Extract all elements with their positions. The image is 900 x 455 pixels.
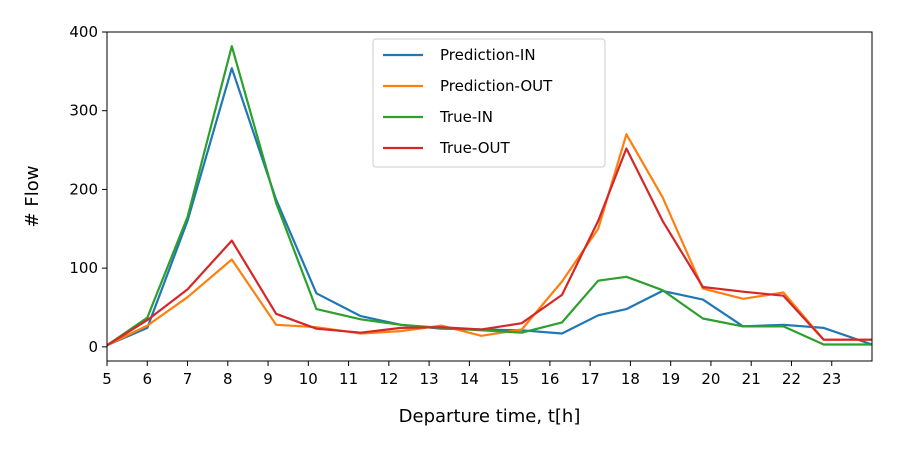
x-tick-label: 16 — [540, 370, 559, 388]
legend: Prediction-IN Prediction-OUT True-IN True-O… — [372, 38, 606, 168]
x-tick-label: 14 — [460, 370, 479, 388]
x-tick-label: 22 — [782, 370, 801, 388]
legend-label: Prediction-IN — [440, 46, 536, 64]
x-tick-label: 11 — [339, 370, 358, 388]
x-tick-label: 9 — [263, 370, 273, 388]
series-line-prediction-in — [106, 67, 873, 347]
y-tick-label: 0 — [88, 338, 98, 356]
x-tick-label: 21 — [742, 370, 761, 388]
x-tick-label: 12 — [379, 370, 398, 388]
legend-label: True-IN — [439, 108, 493, 126]
x-tick-label: 10 — [299, 370, 318, 388]
x-tick-label: 23 — [822, 370, 841, 388]
x-tick-label: 7 — [183, 370, 193, 388]
y-tick-label: 400 — [69, 23, 98, 41]
series-line-prediction-out — [106, 133, 872, 347]
legend-label: True-OUT — [439, 139, 510, 157]
y-tick-label: 200 — [69, 180, 98, 198]
ticks-layer: 5 6 7 8 9 10 11 12 13 14 15 16 17 18 19 20 21 22 23 0 100 200… — [69, 23, 841, 388]
legend-box — [372, 38, 606, 168]
x-tick-label: 8 — [223, 370, 233, 388]
y-tick-label: 100 — [69, 259, 98, 277]
x-tick-label: 20 — [701, 370, 720, 388]
plot-layer — [106, 45, 873, 347]
series-line-true-in — [106, 45, 872, 347]
x-tick-label: 13 — [420, 370, 439, 388]
x-tick-label: 18 — [621, 370, 640, 388]
x-tick-label: 15 — [500, 370, 519, 388]
y-axis-title: # Flow — [22, 166, 43, 228]
series-line-true-out — [106, 147, 872, 347]
x-tick-label: 17 — [581, 370, 600, 388]
x-tick-label: 19 — [661, 370, 680, 388]
plot-frame — [106, 31, 873, 362]
y-tick-label: 300 — [69, 102, 98, 120]
x-axis-title: Departure time, t[h] — [399, 406, 581, 427]
legend-label: Prediction-OUT — [440, 77, 553, 95]
x-tick-label: 6 — [142, 370, 152, 388]
x-tick-label: 5 — [102, 370, 112, 388]
